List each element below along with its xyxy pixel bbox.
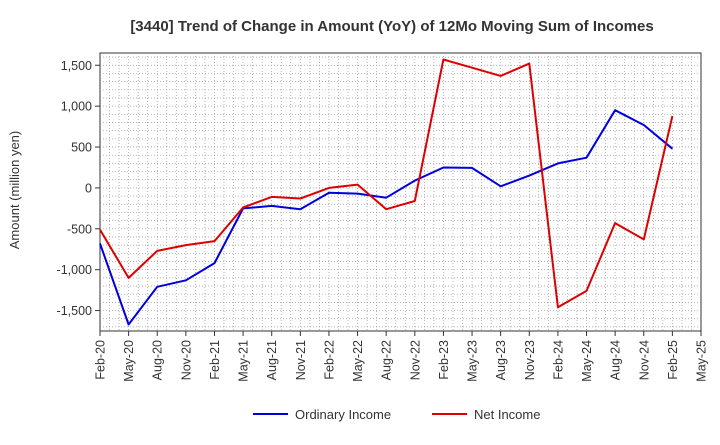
y-tick-label: -1,000 <box>57 263 92 277</box>
axis-layer: -1,500 -1,000 -500 0 500 1,000 1,500 Feb-20 May-… <box>57 59 709 382</box>
x-tick-label: Feb-25 <box>666 340 680 380</box>
x-tick-label: Feb-23 <box>437 340 451 380</box>
y-tick-label: 1,500 <box>61 59 92 73</box>
x-tick-label: Nov-20 <box>179 340 193 380</box>
chart-title: [3440] Trend of Change in Amount (YoY) o… <box>130 18 653 35</box>
x-tick-label: Aug-23 <box>494 340 508 380</box>
x-tick-label: May-20 <box>122 340 136 382</box>
plot-area <box>99 52 702 332</box>
x-tick-label: Nov-21 <box>294 340 308 380</box>
y-tick-label: 0 <box>85 181 92 195</box>
y-tick-label: -1,500 <box>57 304 92 318</box>
x-tick-label: Aug-20 <box>151 340 165 380</box>
legend-label: Ordinary Income <box>295 407 391 422</box>
x-tick-label: May-25 <box>695 340 709 382</box>
x-tick-label: Feb-22 <box>322 340 336 380</box>
y-tick-label: 1,000 <box>61 100 92 114</box>
y-tick-label: -500 <box>67 222 92 236</box>
x-tick-label: Aug-24 <box>609 340 623 380</box>
legend: Ordinary Income Net Income <box>253 407 540 422</box>
x-tick-label: May-21 <box>237 340 251 382</box>
y-tick-label: 500 <box>71 141 92 155</box>
x-tick-label: Feb-24 <box>551 340 565 380</box>
x-tick-label: Feb-21 <box>208 340 222 380</box>
x-tick-label: Nov-22 <box>408 340 422 380</box>
x-tick-label: Aug-22 <box>380 340 394 380</box>
series-line-ordinary-income <box>99 109 674 326</box>
x-tick-label: Nov-23 <box>523 340 537 380</box>
x-tick-label: May-23 <box>466 340 480 382</box>
grid-layer <box>99 52 702 332</box>
series-layer <box>99 58 674 326</box>
legend-label: Net Income <box>474 407 540 422</box>
x-tick-label: Feb-20 <box>94 340 108 380</box>
x-tick-label: Nov-24 <box>637 340 651 380</box>
x-tick-label: Aug-21 <box>265 340 279 380</box>
y-axis-label: Amount (million yen) <box>7 131 22 250</box>
x-tick-label: May-22 <box>351 340 365 382</box>
series-line-net-income <box>99 58 674 309</box>
x-tick-label: May-24 <box>580 340 594 382</box>
